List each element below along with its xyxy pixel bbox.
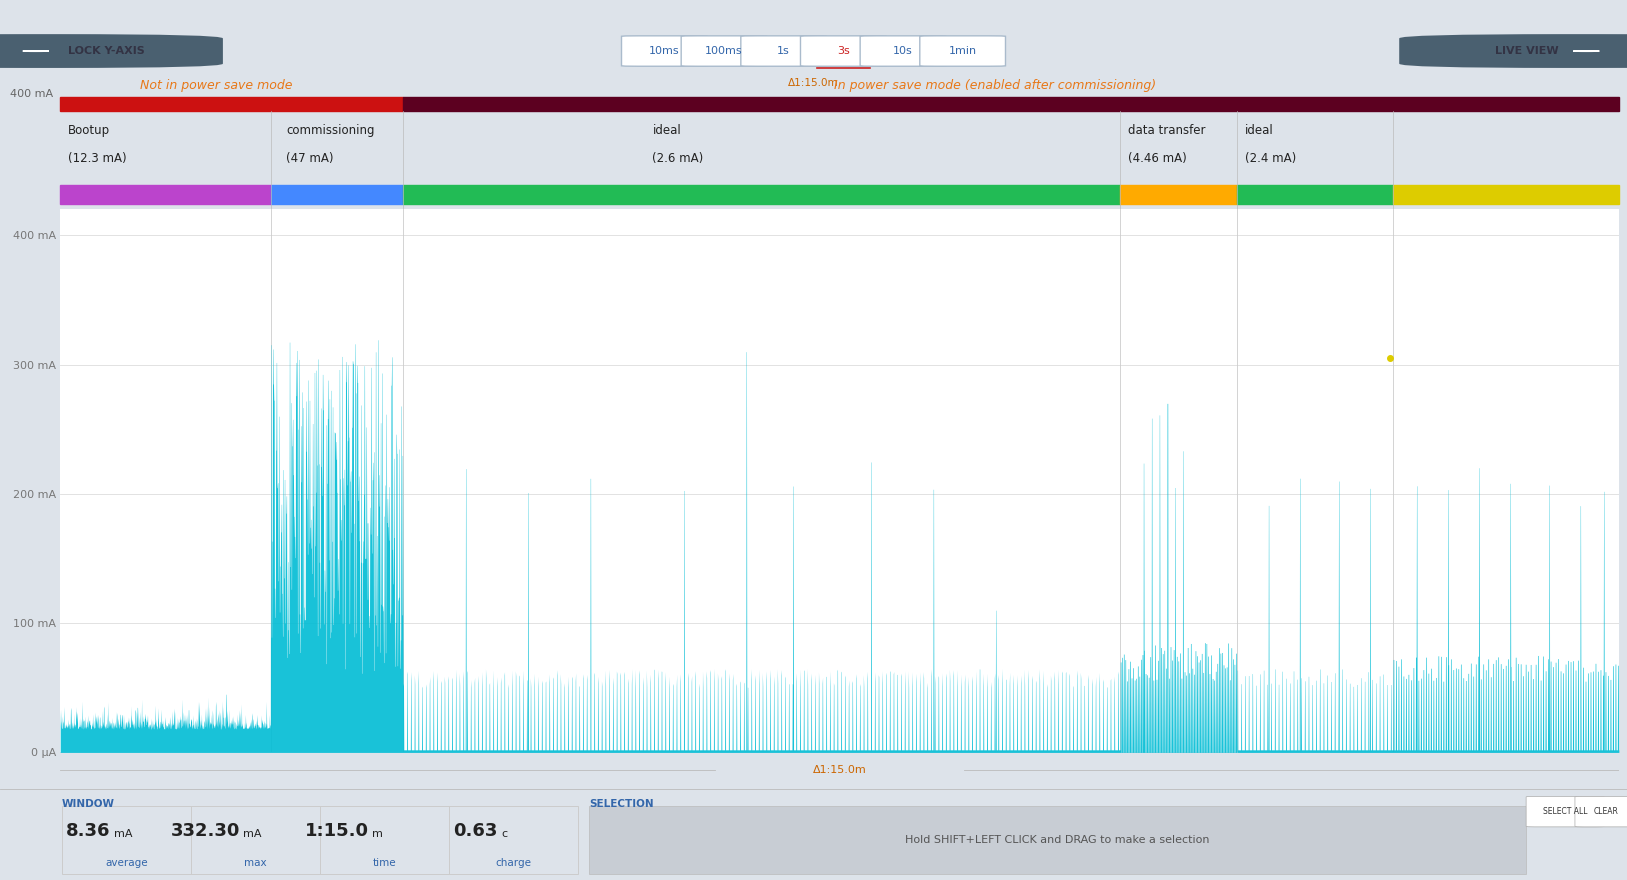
Text: time: time — [373, 858, 395, 869]
FancyBboxPatch shape — [1575, 796, 1627, 827]
Text: LIVE VIEW: LIVE VIEW — [1495, 46, 1559, 56]
Text: 3s: 3s — [836, 46, 849, 56]
Text: SELECTION: SELECTION — [589, 799, 654, 809]
FancyBboxPatch shape — [682, 36, 766, 66]
Text: 1s: 1s — [778, 46, 791, 56]
Text: (4.46 mA): (4.46 mA) — [1128, 151, 1186, 165]
FancyBboxPatch shape — [740, 36, 827, 66]
Text: 10ms: 10ms — [649, 46, 680, 56]
Text: 332.30: 332.30 — [171, 822, 239, 840]
Text: max: max — [244, 858, 267, 869]
Text: In power save mode (enabled after commissioning): In power save mode (enabled after commis… — [835, 79, 1157, 92]
Text: 400 mA: 400 mA — [10, 89, 54, 99]
Text: LOCK Y-AXIS: LOCK Y-AXIS — [68, 46, 145, 56]
Text: ideal: ideal — [652, 124, 682, 137]
Bar — [60, 185, 270, 204]
Text: average: average — [106, 858, 148, 869]
Text: (2.4 mA): (2.4 mA) — [1245, 151, 1297, 165]
Text: commissioning: commissioning — [286, 124, 374, 137]
Text: Not in power save mode: Not in power save mode — [140, 79, 293, 92]
Text: mA: mA — [242, 829, 262, 839]
Text: CLEAR: CLEAR — [1593, 807, 1619, 816]
Text: Bootup: Bootup — [68, 124, 111, 137]
Bar — [270, 185, 403, 204]
Text: (47 mA): (47 mA) — [286, 151, 334, 165]
Text: Hold SHIFT+LEFT CLICK and DRAG to make a selection: Hold SHIFT+LEFT CLICK and DRAG to make a… — [905, 835, 1210, 846]
Text: data transfer: data transfer — [1128, 124, 1206, 137]
FancyBboxPatch shape — [1526, 796, 1604, 827]
Bar — [1237, 185, 1393, 204]
Text: WINDOW: WINDOW — [62, 799, 116, 809]
Text: (2.6 mA): (2.6 mA) — [652, 151, 704, 165]
Bar — [60, 97, 403, 111]
Text: mA: mA — [114, 829, 132, 839]
Bar — [62, 806, 578, 875]
Text: 8.36: 8.36 — [67, 822, 111, 840]
Text: m: m — [373, 829, 382, 839]
Text: 1min: 1min — [949, 46, 976, 56]
Text: (12.3 mA): (12.3 mA) — [68, 151, 127, 165]
Bar — [1119, 185, 1237, 204]
Bar — [589, 806, 1526, 875]
Bar — [1393, 185, 1619, 204]
Text: 100ms: 100ms — [704, 46, 744, 56]
Text: 10s: 10s — [893, 46, 913, 56]
Bar — [403, 97, 1619, 111]
FancyBboxPatch shape — [0, 34, 223, 68]
Text: 1:15.0: 1:15.0 — [304, 822, 369, 840]
Text: SELECT ALL: SELECT ALL — [1542, 807, 1588, 816]
FancyBboxPatch shape — [861, 36, 945, 66]
Text: charge: charge — [495, 858, 530, 869]
FancyBboxPatch shape — [919, 36, 1005, 66]
Text: c: c — [501, 829, 508, 839]
Text: 0.63: 0.63 — [454, 822, 498, 840]
FancyBboxPatch shape — [1399, 34, 1627, 68]
FancyBboxPatch shape — [800, 36, 887, 66]
Bar — [403, 185, 1119, 204]
Text: ideal: ideal — [1245, 124, 1274, 137]
Text: Δ1:15.0m: Δ1:15.0m — [812, 765, 867, 775]
FancyBboxPatch shape — [622, 36, 708, 66]
Text: Δ1:15.0m: Δ1:15.0m — [787, 78, 840, 89]
